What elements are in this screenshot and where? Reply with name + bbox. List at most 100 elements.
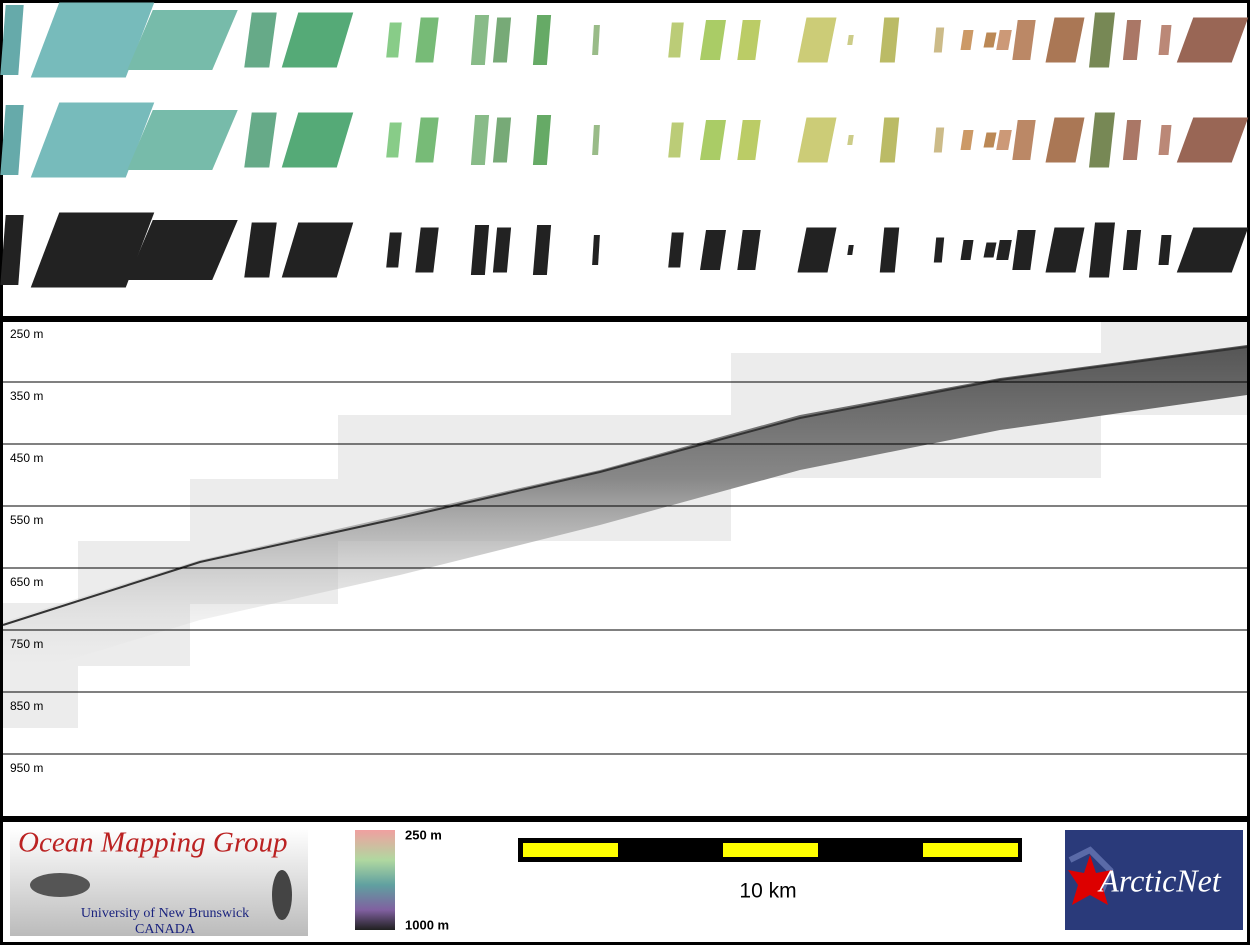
swath-patch — [1158, 235, 1172, 265]
swath-patch — [470, 15, 490, 65]
swath-patch — [933, 237, 945, 263]
swath-patch — [700, 230, 726, 270]
swath-patch — [492, 227, 512, 273]
swath-patch — [127, 110, 238, 170]
swath-patch — [0, 215, 24, 285]
depth-label: 550 m — [10, 513, 43, 527]
swath-patch — [592, 125, 600, 155]
swath-patch — [879, 117, 900, 163]
depth-label: 650 m — [10, 575, 43, 589]
swath-patch — [415, 17, 439, 63]
depth-label: 850 m — [10, 699, 43, 713]
swath-patch — [492, 117, 512, 163]
swath-patch — [1045, 117, 1085, 163]
swath-patch — [1158, 125, 1172, 155]
swath-patch — [996, 240, 1012, 260]
logo-shape — [30, 873, 90, 897]
swath-patch — [700, 120, 726, 160]
depth-label: 350 m — [10, 389, 43, 403]
swath-patch — [700, 20, 726, 60]
scale-label: 10 km — [739, 880, 796, 903]
swath-patch — [1176, 17, 1249, 63]
colorbar — [355, 830, 395, 930]
logo-text: ArcticNet — [1097, 862, 1222, 898]
swath-patch — [386, 122, 402, 158]
swath-patch — [933, 127, 945, 153]
swath-patch — [847, 135, 854, 145]
swath-patch — [668, 22, 684, 58]
swath-patch — [1012, 120, 1036, 160]
logo-title: Ocean Mapping Group — [18, 827, 288, 859]
swath-patch — [386, 22, 402, 58]
swath-patch — [797, 17, 837, 63]
swath-patch — [960, 30, 974, 50]
swath-patch — [879, 17, 900, 63]
swath-patch — [1158, 25, 1172, 55]
swath-patch — [996, 130, 1012, 150]
swath-patch — [470, 115, 490, 165]
swath-patch — [470, 225, 490, 275]
swath-patch — [281, 12, 354, 68]
colorbar-bottom: 1000 m — [405, 917, 449, 932]
swath-patch — [30, 212, 155, 288]
swath-patch — [983, 242, 997, 258]
swath-patch — [1122, 120, 1142, 160]
swath-patch — [879, 227, 900, 273]
swath-patch — [737, 230, 761, 270]
swath-patch — [983, 32, 997, 48]
maple-leaf — [1068, 855, 1112, 905]
swath-patch — [797, 117, 837, 163]
swath-patch — [415, 227, 439, 273]
swath-patch — [1012, 230, 1036, 270]
swath-patch — [1089, 112, 1115, 168]
swath-patch — [1089, 12, 1115, 68]
depth-label: 950 m — [10, 761, 43, 775]
swath-patch — [668, 232, 684, 268]
swath-patch — [1045, 17, 1085, 63]
swath-patch — [847, 245, 854, 255]
swath-patch — [0, 5, 24, 75]
swath-patch — [668, 122, 684, 158]
swath-patch — [415, 117, 439, 163]
seafloor-line — [2, 346, 1248, 626]
swath-patch — [244, 112, 277, 168]
swath-patch — [244, 12, 277, 68]
seafloor-profile — [3, 345, 1247, 680]
swath-patch — [30, 2, 155, 78]
swath-patch — [532, 115, 552, 165]
depth-label: 250 m — [10, 327, 43, 341]
depth-grid — [3, 381, 1247, 755]
swath-patch — [492, 17, 512, 63]
swath-patch — [1122, 230, 1142, 270]
swath-patch — [1045, 227, 1085, 273]
swath-patch — [737, 20, 761, 60]
logo-map — [1068, 846, 1114, 897]
swath-patch — [281, 112, 354, 168]
swath-patch — [797, 227, 837, 273]
swath-patch — [244, 222, 277, 278]
depth-label: 750 m — [10, 637, 43, 651]
swath-patch — [1176, 117, 1249, 163]
swath-patch — [532, 225, 552, 275]
logo-shape — [272, 870, 292, 920]
swath-patch — [592, 25, 600, 55]
swath-patch — [30, 102, 155, 178]
depth-labels: 250 m 350 m 450 m 550 m 650 m 750 m 850 m 950 m — [10, 327, 43, 775]
colorbar-top: 250 m — [405, 827, 442, 842]
swath-patch — [127, 220, 238, 280]
swath-patch — [960, 240, 974, 260]
swath-patch — [1122, 20, 1142, 60]
swath-patch — [592, 235, 600, 265]
swath-patch — [737, 120, 761, 160]
swath-patch — [933, 27, 945, 53]
swath-patch — [1012, 20, 1036, 60]
depth-label: 450 m — [10, 451, 43, 465]
swath-patch — [983, 132, 997, 148]
swath-patch — [127, 10, 238, 70]
swath-patch — [386, 232, 402, 268]
logo-country: CANADA — [135, 922, 196, 937]
swath-patch — [1176, 227, 1249, 273]
swath-patch — [996, 30, 1012, 50]
